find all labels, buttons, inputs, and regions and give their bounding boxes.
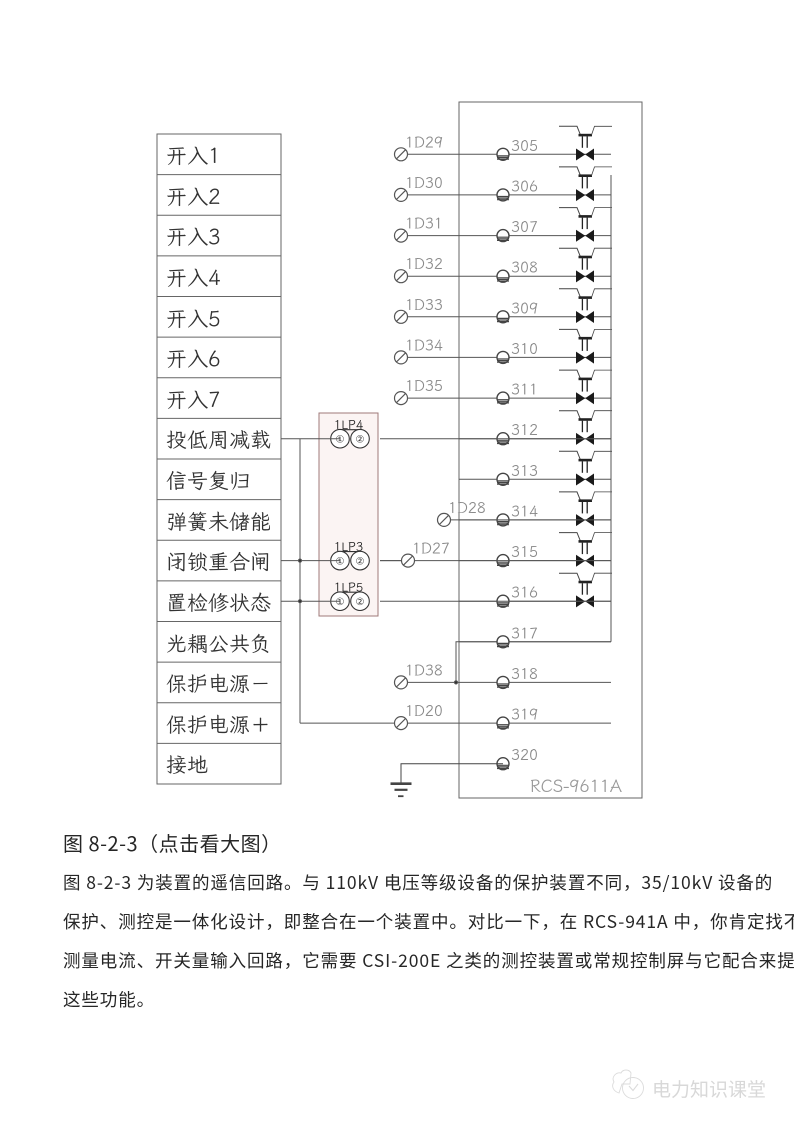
svg-text:313: 313 xyxy=(511,462,538,481)
svg-text:1D35: 1D35 xyxy=(405,377,443,396)
svg-text:319: 319 xyxy=(511,706,538,725)
svg-text:309: 309 xyxy=(511,299,538,318)
svg-text:1D29: 1D29 xyxy=(405,133,443,152)
svg-text:317: 317 xyxy=(511,624,538,643)
svg-text:315: 315 xyxy=(511,543,538,562)
svg-text:307: 307 xyxy=(511,218,538,237)
svg-text:1D27: 1D27 xyxy=(412,540,450,559)
svg-text:电力知识课堂: 电力知识课堂 xyxy=(652,1075,766,1102)
svg-text:1D20: 1D20 xyxy=(405,702,443,721)
svg-text:1LP5: 1LP5 xyxy=(334,579,364,596)
svg-text:1D30: 1D30 xyxy=(405,174,443,193)
svg-text:1D34: 1D34 xyxy=(405,336,443,355)
svg-text:1D32: 1D32 xyxy=(405,255,443,274)
svg-text:1D38: 1D38 xyxy=(405,661,443,680)
svg-text:1D28: 1D28 xyxy=(448,499,486,518)
svg-text:320: 320 xyxy=(511,746,538,765)
svg-text:308: 308 xyxy=(511,259,538,278)
svg-text:1D31: 1D31 xyxy=(405,215,443,234)
svg-text:316: 316 xyxy=(511,584,538,603)
svg-text:306: 306 xyxy=(511,177,538,196)
svg-text:RCS-9611A: RCS-9611A xyxy=(530,774,622,797)
svg-text:312: 312 xyxy=(511,421,538,440)
svg-text:318: 318 xyxy=(511,665,538,684)
svg-text:311: 311 xyxy=(511,381,538,400)
svg-text:1D33: 1D33 xyxy=(405,296,443,315)
svg-text:314: 314 xyxy=(511,502,538,521)
svg-text:1LP3: 1LP3 xyxy=(334,538,364,555)
svg-text:305: 305 xyxy=(511,137,538,156)
svg-text:310: 310 xyxy=(511,340,538,359)
svg-text:1LP4: 1LP4 xyxy=(334,416,364,433)
